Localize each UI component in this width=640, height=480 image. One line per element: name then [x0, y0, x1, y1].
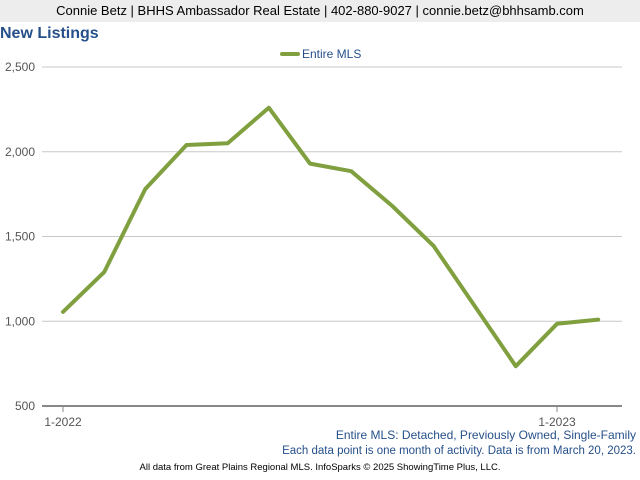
data-point [349, 169, 353, 173]
y-tick-label: 2,000 [5, 145, 35, 159]
chart-title: New Listings [0, 25, 99, 42]
legend-label: Entire MLS [302, 47, 361, 61]
data-point [308, 162, 312, 166]
data-credit: All data from Great Plains Regional MLS.… [139, 462, 501, 473]
y-tick-label: 1,000 [5, 314, 35, 328]
axes: 500 1,000 1,500 2,000 2,500 1-2022 1-2023 [5, 60, 622, 429]
data-point [596, 318, 600, 322]
contact-header: Connie Betz | BHHS Ambassador Real Estat… [0, 0, 640, 22]
data-point [143, 187, 147, 191]
x-tick-label: 1-2023 [538, 415, 576, 429]
legend: Entire MLS [280, 47, 361, 61]
gridlines [42, 66, 622, 322]
series-description: Entire MLS: Detached, Previously Owned, … [335, 428, 636, 442]
series-layer [61, 105, 601, 369]
data-point [473, 304, 477, 308]
data-point [432, 244, 435, 248]
series-line [61, 105, 601, 369]
data-point [514, 364, 518, 368]
data-point [555, 322, 559, 326]
data-point [226, 141, 230, 145]
data-point [267, 106, 271, 110]
data-point [185, 143, 188, 147]
data-point [102, 270, 106, 274]
y-tick-label: 1,500 [5, 230, 35, 244]
x-tick-label: 1-2022 [44, 415, 82, 429]
y-tick-label: 2,500 [5, 60, 35, 74]
y-tick-label: 500 [15, 399, 35, 413]
data-note: Each data point is one month of activity… [282, 445, 636, 457]
data-point [390, 204, 394, 208]
data-point [61, 310, 65, 314]
